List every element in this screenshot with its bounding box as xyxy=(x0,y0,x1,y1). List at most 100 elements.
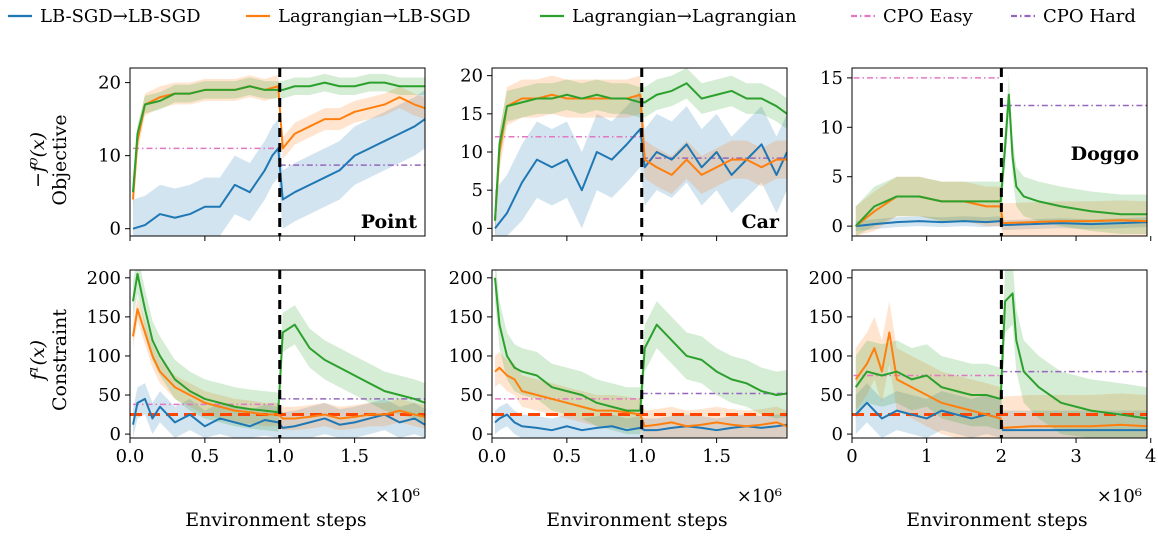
band-lag_lag xyxy=(132,73,425,201)
band-lag_lag xyxy=(494,270,787,435)
ytick-label: 100 xyxy=(809,346,843,367)
ytick-label: 150 xyxy=(87,307,121,328)
ytick-label: 0 xyxy=(110,424,121,445)
series-line-lag_lbsgd xyxy=(493,93,787,221)
row0-ylabel: Objective xyxy=(49,114,71,205)
panel-label: Car xyxy=(742,211,780,233)
band-lag_lbsgd xyxy=(132,297,425,431)
panel-frame xyxy=(491,269,788,439)
legend-label-lbsgd: LB-SGD→LB-SGD xyxy=(40,6,201,27)
panel-frame xyxy=(851,269,1148,439)
legend-label-lag_lbsgd: Lagrangian→LB-SGD xyxy=(278,6,471,27)
ytick-label: 15 xyxy=(820,68,843,89)
multiplier-col0: ×10⁶ xyxy=(375,486,420,507)
panel-doggo-r1: 0 50 100 150 200 0 1 2 3 4 xyxy=(809,268,1157,467)
ytick-label: 50 xyxy=(98,385,121,406)
ytick-label: 20 xyxy=(98,73,121,94)
panel-car-r1: 0 50 100 150 200 0.0 0.5 1.0 1.5 xyxy=(449,268,788,467)
x-axis-titles: Environment steps Environment steps Envi… xyxy=(185,486,1142,531)
legend-label-cpo_hard: CPO Hard xyxy=(1043,6,1136,27)
series-line-lag_lbsgd xyxy=(494,366,787,428)
multiplier-col2: ×10⁶ xyxy=(1097,486,1142,507)
panel-doggo-r0: 0 5 10 15 Doggo xyxy=(820,67,1152,241)
ytick-label: 150 xyxy=(809,307,843,328)
ytick-label: 20 xyxy=(460,66,483,87)
series-line-lag_lbsgd xyxy=(132,308,425,420)
ytick-label: 50 xyxy=(820,385,843,406)
xtick-label: 0 xyxy=(846,446,857,467)
plot-area xyxy=(130,270,425,438)
ytick-label: 100 xyxy=(449,346,483,367)
ytick-label: 200 xyxy=(87,268,121,289)
ytick-label: 0 xyxy=(832,216,843,237)
panel-point-r1: 0 50 100 150 200 0.0 0.5 1.0 1.5 xyxy=(87,268,426,467)
ytick-label: 50 xyxy=(460,385,483,406)
legend: LB-SGD→LB-SGD Lagrangian→LB-SGD Lagrangian… xyxy=(8,6,1136,27)
xtick-label: 1.5 xyxy=(702,446,731,467)
series-line-lag_lbsgd xyxy=(854,331,1147,429)
panel-car-r0: 0 5 10 15 20 Car xyxy=(460,66,788,241)
band-lag_lag xyxy=(855,74,1147,236)
xtick-label: 1.0 xyxy=(265,446,294,467)
band-lag_lag xyxy=(494,68,787,236)
row1-label: f¹(x) Constraint xyxy=(27,309,71,411)
ytick-label: 100 xyxy=(87,346,121,367)
ytick-label: 0 xyxy=(110,219,121,240)
row0-ylabel-math: −f⁰(x) xyxy=(27,132,49,188)
series-line-lag_lag xyxy=(493,277,787,412)
ytick-label: 0 xyxy=(472,218,483,239)
row1-ylabel: Constraint xyxy=(49,309,71,411)
panel-label: Point xyxy=(361,211,417,233)
row1-ylabel-math: f¹(x) xyxy=(27,340,49,382)
ytick-label: 200 xyxy=(449,268,483,289)
series-line-lag_lag xyxy=(132,272,425,414)
xtick-label: 2 xyxy=(996,446,1007,467)
series-line-lbsgd xyxy=(855,401,1147,432)
panel-frame xyxy=(129,67,426,237)
ytick-label: 0 xyxy=(832,424,843,445)
ytick-label: 5 xyxy=(472,180,483,201)
row0-label: −f⁰(x) Objective xyxy=(27,114,71,205)
panel-label: Doggo xyxy=(1071,143,1139,165)
plot-area xyxy=(852,270,1147,438)
xlabel-col2: Environment steps xyxy=(906,509,1087,531)
xtick-label: 1.5 xyxy=(340,446,369,467)
ytick-label: 200 xyxy=(809,268,843,289)
series-line-lag_lag xyxy=(855,93,1147,227)
ytick-label: 10 xyxy=(820,117,843,138)
series-line-lbsgd xyxy=(855,220,1147,228)
legend-label-lag_lag: Lagrangian→Lagrangian xyxy=(572,6,797,27)
multiplier-col1: ×10⁶ xyxy=(737,486,782,507)
panel-frame xyxy=(129,269,426,439)
ytick-label: 10 xyxy=(98,146,121,167)
xlabel-col0: Environment steps xyxy=(185,509,366,531)
series-line-lbsgd xyxy=(132,397,425,429)
plot-area xyxy=(492,270,787,438)
band-lag_lbsgd xyxy=(132,75,425,211)
row-labels: −f⁰(x) Objective f¹(x) Constraint xyxy=(27,114,71,411)
band-lag_lbsgd xyxy=(855,301,1147,438)
ytick-label: 15 xyxy=(460,104,483,125)
ytick-label: 0 xyxy=(472,424,483,445)
xtick-label: 0.5 xyxy=(191,446,220,467)
xtick-label: 3 xyxy=(1070,446,1081,467)
xtick-label: 0.5 xyxy=(553,446,582,467)
xtick-label: 0.0 xyxy=(116,446,145,467)
series-line-lag_lag xyxy=(854,292,1147,420)
xtick-label: 1 xyxy=(921,446,932,467)
band-lag_lag xyxy=(132,270,425,432)
series-line-lbsgd xyxy=(494,413,787,432)
xtick-label: 0.0 xyxy=(478,446,507,467)
legend-label-cpo_easy: CPO Easy xyxy=(883,6,973,27)
panel-point-r0: 0 10 20 Point xyxy=(98,67,426,241)
xtick-label: 1.0 xyxy=(627,446,656,467)
band-lag_lbsgd xyxy=(494,75,787,236)
xlabel-col1: Environment steps xyxy=(546,509,727,531)
ytick-label: 10 xyxy=(460,142,483,163)
ytick-label: 150 xyxy=(449,307,483,328)
ytick-label: 5 xyxy=(832,167,843,188)
band-lag_lbsgd xyxy=(494,352,787,438)
